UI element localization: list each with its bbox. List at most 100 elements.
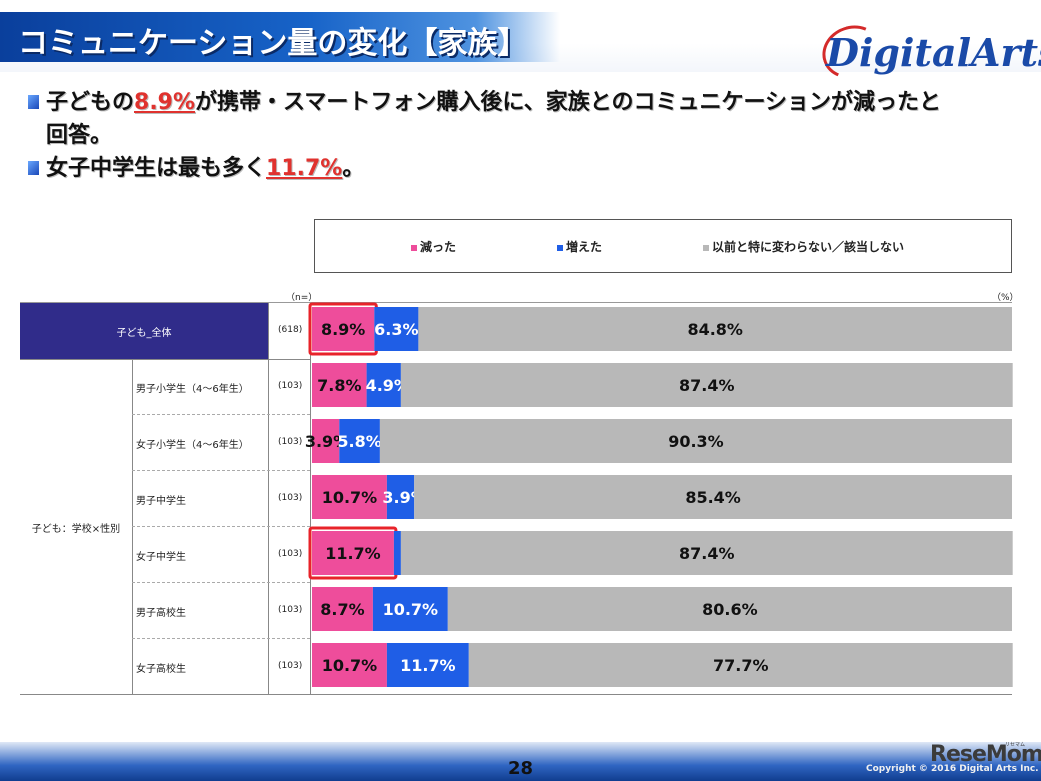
page-number: 28 [508, 758, 534, 779]
legend-swatch-unchanged [703, 244, 709, 251]
bar-unchanged [400, 363, 1013, 407]
slide-title: コミュニケーション量の変化【家族】 [18, 26, 528, 61]
bar-unchanged [379, 419, 1012, 463]
row-n-all: (618) [278, 325, 303, 335]
bar-increased [366, 363, 401, 407]
row-n: (103) [278, 381, 303, 391]
table-row-rule [20, 359, 310, 360]
copyright: Copyright © 2016 Digital Arts Inc. [866, 764, 1039, 774]
data-label-increased: 4.9% [366, 376, 410, 395]
table-row-rule [132, 582, 310, 583]
pct-header: （%） [992, 293, 1019, 303]
table-row-rule [132, 638, 310, 639]
data-label-unchanged: 84.8% [687, 320, 743, 339]
bullet-2-text-a: 女子中学生は最も多く [46, 156, 267, 181]
data-label-unchanged: 85.4% [685, 488, 741, 507]
logo-text: DigitalArts [826, 30, 1041, 75]
bullet-2-text-b: 。 [342, 156, 365, 181]
bar-decreased [312, 307, 375, 351]
data-label-decreased: 10.7% [322, 488, 378, 507]
bar-unchanged [400, 531, 1013, 575]
data-label-unchanged: 90.3% [668, 432, 724, 451]
legend-label-decreased: 減った [420, 240, 457, 254]
row-n: (103) [278, 437, 303, 447]
legend-label-increased: 増えた [566, 240, 603, 254]
data-label-increased: 11.7% [400, 656, 456, 675]
table-bottom-rule [20, 694, 1012, 695]
legend-label-unchanged: 以前と特に変わらない／該当しない [712, 240, 905, 254]
bar-unchanged [414, 475, 1012, 519]
row-label: 男子高校生 [136, 608, 186, 619]
legend-item-increased: 増えた [557, 238, 602, 255]
row-label: 女子高校生 [136, 664, 186, 675]
chart-legend: 減った 増えた 以前と特に変わらない／該当しない [314, 219, 1012, 273]
bar-increased [372, 587, 448, 631]
n-header: （n=） [286, 293, 318, 303]
table-top-rule [20, 302, 1012, 303]
row-n: (103) [278, 661, 303, 671]
table-row-rule [132, 470, 310, 471]
bullet-icon [28, 161, 39, 175]
data-label-increased: 5.8% [337, 432, 381, 451]
row-label-all: 子ども_全体 [20, 303, 268, 359]
bar-decreased [312, 587, 373, 631]
bullet-1-highlight: 8.9% [134, 90, 196, 115]
data-label-increased: 6.3% [374, 320, 418, 339]
data-label-decreased: 10.7% [322, 656, 378, 675]
bar-unchanged [447, 587, 1012, 631]
title-band [0, 12, 560, 62]
group-label: 子ども：学校×性別 [20, 359, 133, 695]
data-label-unchanged: 80.6% [702, 600, 758, 619]
data-label-unchanged: 87.4% [679, 376, 735, 395]
row-label: 男子小学生（4～6年生） [136, 384, 249, 395]
bullet-1-text-c: 回答。 [46, 123, 113, 148]
bar-decreased [312, 419, 340, 463]
data-label-decreased: 8.9% [321, 320, 365, 339]
data-label-increased: 10.7% [383, 600, 439, 619]
legend-item-decreased: 減った [411, 238, 456, 255]
legend-item-unchanged: 以前と特に変わらない／該当しない [703, 238, 904, 255]
row-n: (103) [278, 549, 303, 559]
bar-increased [339, 419, 380, 463]
data-label-decreased: 3.9% [305, 432, 349, 451]
data-label-decreased: 11.7% [325, 544, 381, 563]
bullet-2-highlight: 11.7% [266, 156, 343, 181]
bullet-icon [28, 95, 39, 109]
bar-decreased [312, 531, 394, 575]
watermark: ReseMom [930, 742, 1041, 767]
bar-decreased [312, 475, 387, 519]
watermark-small: リセマム [1005, 742, 1026, 748]
bar-decreased [312, 643, 387, 687]
bullet-1: 子どもの8.9%が携帯・スマートフォン購入後に、家族とのコミュニケーションが減っ… [28, 86, 1018, 119]
bar-unchanged [418, 307, 1012, 351]
bullet-list: 子どもの8.9%が携帯・スマートフォン購入後に、家族とのコミュニケーションが減っ… [28, 86, 1018, 185]
row-n: (103) [278, 605, 303, 615]
row-label: 男子中学生 [136, 496, 186, 507]
table-row-rule [132, 526, 310, 527]
table-divider [268, 303, 269, 695]
legend-swatch-increased [557, 244, 563, 251]
row-n: (103) [278, 493, 303, 503]
row-label: 女子小学生（4～6年生） [136, 440, 249, 451]
data-label-unchanged: 77.7% [713, 656, 769, 675]
bar-decreased [312, 363, 367, 407]
table-divider [310, 303, 311, 695]
data-label-unchanged: 87.4% [679, 544, 735, 563]
company-logo: DigitalArts® [826, 30, 1041, 75]
data-label-decreased: 8.7% [320, 600, 364, 619]
legend-swatch-decreased [411, 244, 417, 251]
bar-increased [393, 531, 401, 575]
bar-increased [386, 475, 415, 519]
row-label: 女子中学生 [136, 552, 186, 563]
bar-increased [386, 643, 469, 687]
bullet-1-text-a: 子どもの [46, 90, 135, 115]
bullet-2: 女子中学生は最も多く11.7%。 [28, 152, 1018, 185]
bullet-1-continuation: 回答。 [28, 119, 1018, 152]
table-row-rule [132, 414, 310, 415]
bullet-1-text-b: が携帯・スマートフォン購入後に、家族とのコミュニケーションが減ったと [195, 90, 942, 115]
data-label-decreased: 7.8% [317, 376, 361, 395]
footer-band [0, 742, 1041, 781]
bar-unchanged [468, 643, 1013, 687]
bar-increased [374, 307, 419, 351]
